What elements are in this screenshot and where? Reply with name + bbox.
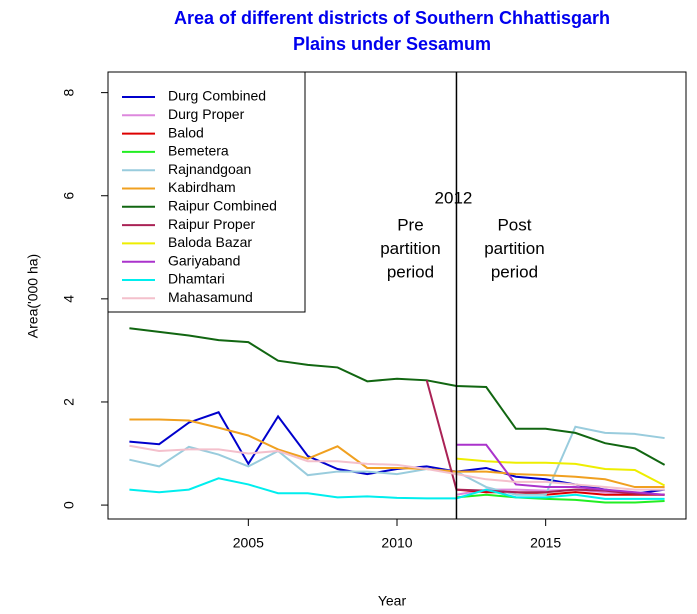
chart-title: Area of different districts of Southern … (174, 8, 610, 28)
series-line (456, 457, 666, 487)
legend-label: Raipur Proper (168, 216, 255, 232)
annotation: period (387, 262, 434, 281)
annotation: 2012 (435, 188, 473, 207)
x-tick-label: 2015 (530, 535, 561, 551)
x-axis-label: Year (378, 593, 407, 609)
legend-label: Raipur Combined (168, 198, 277, 214)
chart-title: Plains under Sesamum (293, 34, 491, 54)
y-tick-label: 8 (61, 89, 77, 97)
series-line (456, 443, 665, 496)
y-tick-label: 4 (61, 295, 77, 303)
series-line (129, 444, 665, 491)
x-tick-label: 2005 (233, 535, 264, 551)
annotation: Pre (397, 215, 423, 234)
series-line (425, 380, 665, 496)
series-line (129, 327, 666, 466)
legend-label: Balod (168, 124, 204, 140)
legend-label: Durg Combined (168, 88, 266, 104)
legend-label: Dhamtari (168, 271, 225, 287)
legend-label: Bemetera (168, 143, 229, 159)
legend-label: Durg Proper (168, 106, 245, 122)
legend-label: Mahasamund (168, 289, 253, 305)
x-tick-label: 2010 (381, 535, 412, 551)
series-line (129, 418, 665, 489)
y-tick-label: 2 (61, 398, 77, 406)
annotation: partition (380, 239, 440, 258)
series-line (456, 493, 665, 504)
annotation: partition (484, 239, 544, 258)
series-line (129, 477, 665, 500)
y-axis-label: Area('000 ha) (25, 254, 41, 338)
legend-box (107, 71, 306, 313)
legend-label: Rajnandgoan (168, 161, 251, 177)
legend-label: Kabirdham (168, 179, 236, 195)
series-line (129, 425, 665, 496)
y-tick-label: 6 (61, 192, 77, 200)
annotation: Post (497, 215, 531, 234)
series-line (456, 488, 665, 496)
legend-label: Gariyaband (168, 252, 240, 268)
y-tick-label: 0 (61, 501, 77, 509)
annotation: period (491, 262, 538, 281)
legend-label: Baloda Bazar (168, 234, 252, 250)
